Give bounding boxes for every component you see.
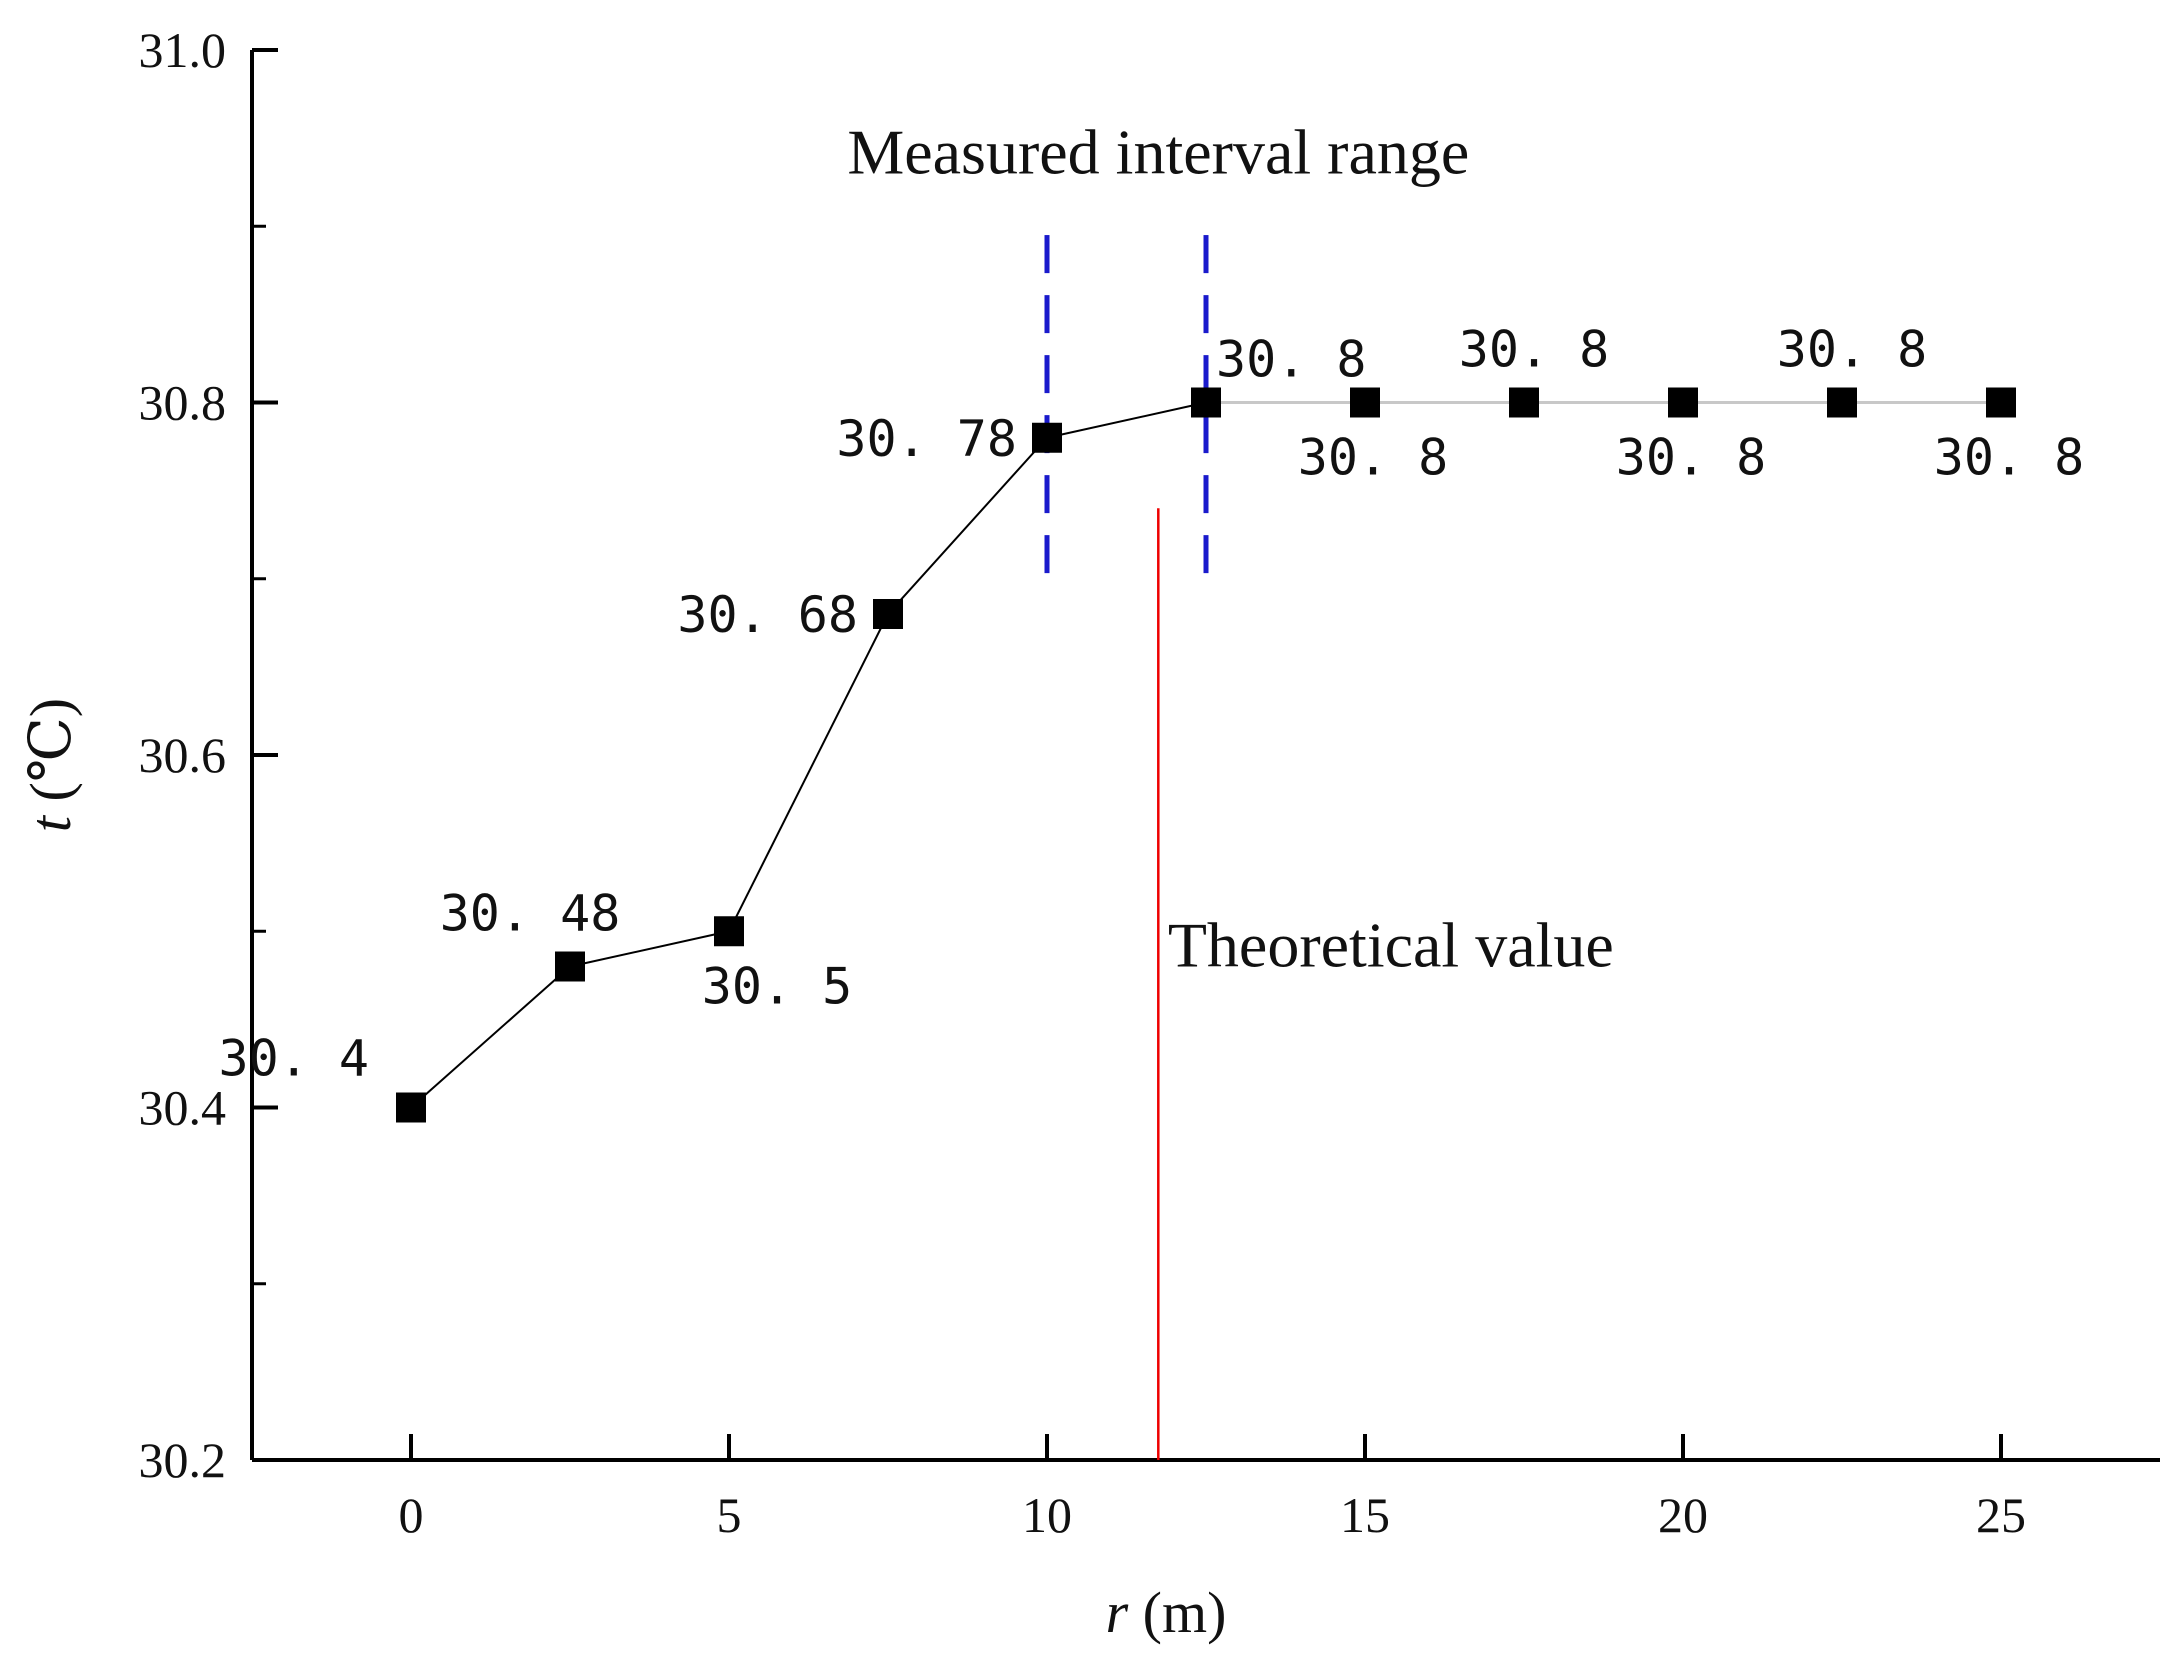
x-tick-label: 5 [717,1487,742,1543]
data-point [1032,422,1062,453]
series-segment [728,613,889,932]
x-axis-unit: (m) [1128,1580,1226,1645]
y-axis-var: t [18,814,83,832]
y-tick-label: 31.0 [139,22,227,78]
annotations: Measured interval range Theoretical value [847,116,1613,980]
data-label: 30. 8 [1616,429,1767,487]
x-tick-label: 10 [1022,1487,1072,1543]
data-point [1827,387,1857,418]
y-axis-unit: (℃) [18,698,83,816]
data-point [555,951,585,982]
data-label: 30. 78 [836,410,1017,468]
data-point [1986,387,2016,418]
data-point [1509,387,1539,418]
data-point [396,1092,426,1123]
data-label: 30. 8 [1298,429,1449,487]
y-tick-label: 30.2 [139,1432,227,1488]
series-group [396,387,2016,1123]
reference-lines [1044,235,1209,1460]
data-label: 30. 8 [1459,321,1610,379]
data-label: 30. 5 [702,957,853,1015]
data-point [714,916,744,947]
data-point [1668,387,1698,418]
data-point [1350,387,1380,418]
data-label: 30. 8 [1216,331,1367,389]
y-tick-label: 30.6 [139,727,227,783]
x-axis-var: r [1106,1580,1129,1645]
data-point [873,599,903,629]
series-segment [569,930,730,968]
data-point [1191,387,1221,418]
series-segment [1046,401,1207,439]
measured-interval-label: Measured interval range [847,116,1469,187]
x-axis-label: r (m) [1106,1580,1227,1645]
axes: 30.2 30.4 30.6 30.8 31.0 0 5 10 15 20 25 r (m) t (℃) [18,22,2160,1645]
x-tick-label: 20 [1658,1487,1708,1543]
series-segment [887,437,1048,615]
y-tick-label: 30.4 [139,1080,227,1136]
x-tick-label: 0 [399,1487,424,1543]
series-segment [410,965,571,1109]
theoretical-value-label: Theoretical value [1168,910,1614,981]
data-label: 30. 4 [218,1030,369,1088]
data-label: 30. 8 [1777,321,1928,379]
y-tick-label: 30.8 [139,375,227,431]
x-tick-label: 15 [1340,1487,1390,1543]
data-label: 30. 48 [440,885,621,943]
data-label: 30. 8 [1934,429,2085,487]
data-label: 30. 68 [677,586,858,644]
y-axis-label: t (℃) [18,698,83,832]
x-tick-label: 25 [1976,1487,2026,1543]
